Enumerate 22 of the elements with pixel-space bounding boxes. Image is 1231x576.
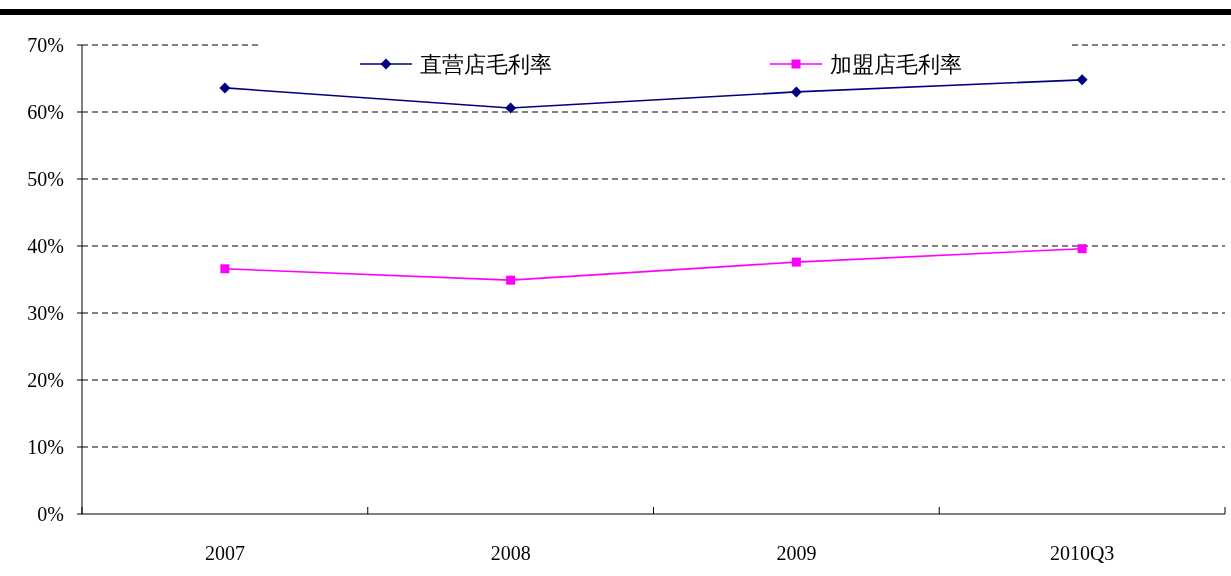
point <box>791 257 801 267</box>
point <box>790 86 802 98</box>
y-tick-label: 30% <box>27 302 64 324</box>
x-tick-label: 2009 <box>776 542 817 564</box>
point <box>506 275 516 285</box>
x-tick-label: 2007 <box>204 542 245 564</box>
point <box>1077 244 1087 254</box>
legend-label: 直营店毛利率 <box>420 51 552 77</box>
point <box>219 82 231 94</box>
x-tick-label: 2008 <box>490 542 531 564</box>
y-tick-label: 60% <box>27 101 64 123</box>
point <box>220 264 230 274</box>
y-tick-label: 40% <box>27 235 64 257</box>
y-tick-label: 70% <box>27 34 64 56</box>
y-tick-label: 10% <box>27 436 64 458</box>
y-tick-label: 20% <box>27 369 64 391</box>
y-tick-label: 50% <box>27 168 64 190</box>
x-tick-label: 2010Q3 <box>1049 542 1115 564</box>
point <box>1076 74 1088 86</box>
legend-label: 加盟店毛利率 <box>830 51 962 77</box>
y-tick-label: 0% <box>37 503 64 525</box>
point <box>505 102 517 114</box>
